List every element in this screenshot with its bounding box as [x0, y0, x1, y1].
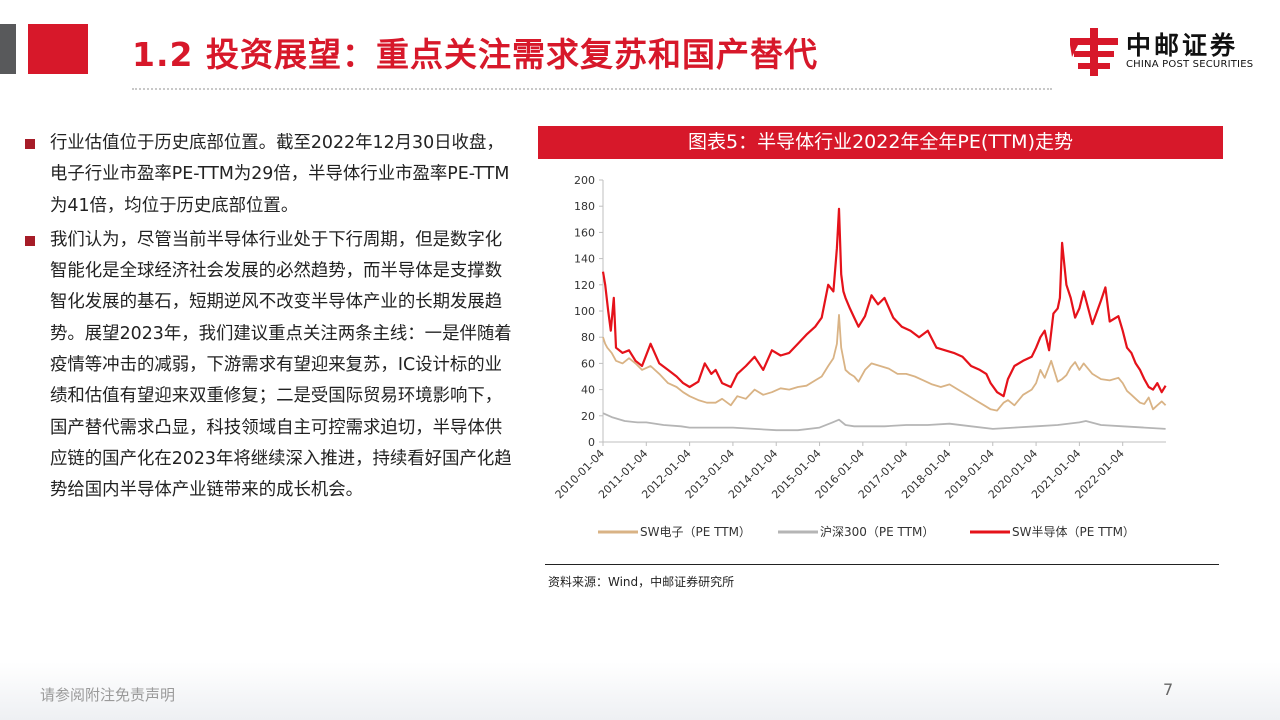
legend-label: SW半导体（PE TTM） [1012, 525, 1135, 539]
company-logo: 中邮证券 CHINA POST SECURITIES [1068, 22, 1268, 82]
y-tick-label: 40 [581, 384, 595, 397]
page-number: 7 [1163, 680, 1174, 699]
bullet-list: 行业估值位于历史底部位置。截至2022年12月30日收盘，电子行业市盈率PE-T… [22, 128, 512, 510]
bullet-text: 我们认为，尽管当前半导体行业处于下行周期，但是数字化智能化是全球经济社会发展的必… [50, 229, 512, 501]
y-tick-label: 200 [574, 174, 595, 187]
footer-band [0, 662, 1280, 720]
chart-title: 图表5：半导体行业2022年全年PE(TTM)走势 [538, 126, 1223, 159]
y-tick-label: 100 [574, 305, 595, 318]
china-post-logo-icon [1070, 28, 1118, 76]
disclaimer-text: 请参阅附注免责声明 [40, 686, 176, 704]
legend-label: 沪深300（PE TTM） [820, 525, 934, 539]
bullet-square-icon [25, 139, 35, 149]
bullet-item: 行业估值位于历史底部位置。截至2022年12月30日收盘，电子行业市盈率PE-T… [22, 128, 512, 222]
title-divider [132, 88, 1052, 90]
y-tick-label: 160 [574, 226, 595, 239]
legend-label: SW电子（PE TTM） [640, 525, 751, 539]
header-decoration-red [28, 24, 88, 74]
y-tick-label: 180 [574, 200, 595, 213]
y-tick-label: 80 [581, 331, 595, 344]
y-tick-label: 0 [588, 436, 595, 449]
series-line-2 [602, 412, 1166, 432]
y-tick-label: 60 [581, 357, 595, 370]
logo-english-name: CHINA POST SECURITIES [1126, 59, 1254, 70]
series-line-1 [602, 313, 1167, 412]
header-decoration-dark [0, 24, 16, 74]
logo-chinese-name: 中邮证券 [1126, 31, 1239, 60]
y-tick-label: 20 [581, 410, 595, 423]
bullet-square-icon [25, 235, 35, 246]
page-title: 1.2 投资展望：重点关注需求复苏和国产替代 [132, 35, 818, 74]
source-note: 资料来源：Wind，中邮证券研究所 [548, 575, 735, 589]
bullet-item: 我们认为，尽管当前半导体行业处于下行周期，但是数字化智能化是全球经济社会发展的必… [22, 225, 512, 507]
y-tick-label: 140 [574, 253, 595, 266]
series-line-3 [601, 207, 1167, 398]
y-tick-label: 120 [574, 279, 595, 292]
chart-bottom-rule [545, 564, 1219, 565]
bullet-text: 行业估值位于历史底部位置。截至2022年12月30日收盘，电子行业市盈率PE-T… [50, 133, 510, 216]
